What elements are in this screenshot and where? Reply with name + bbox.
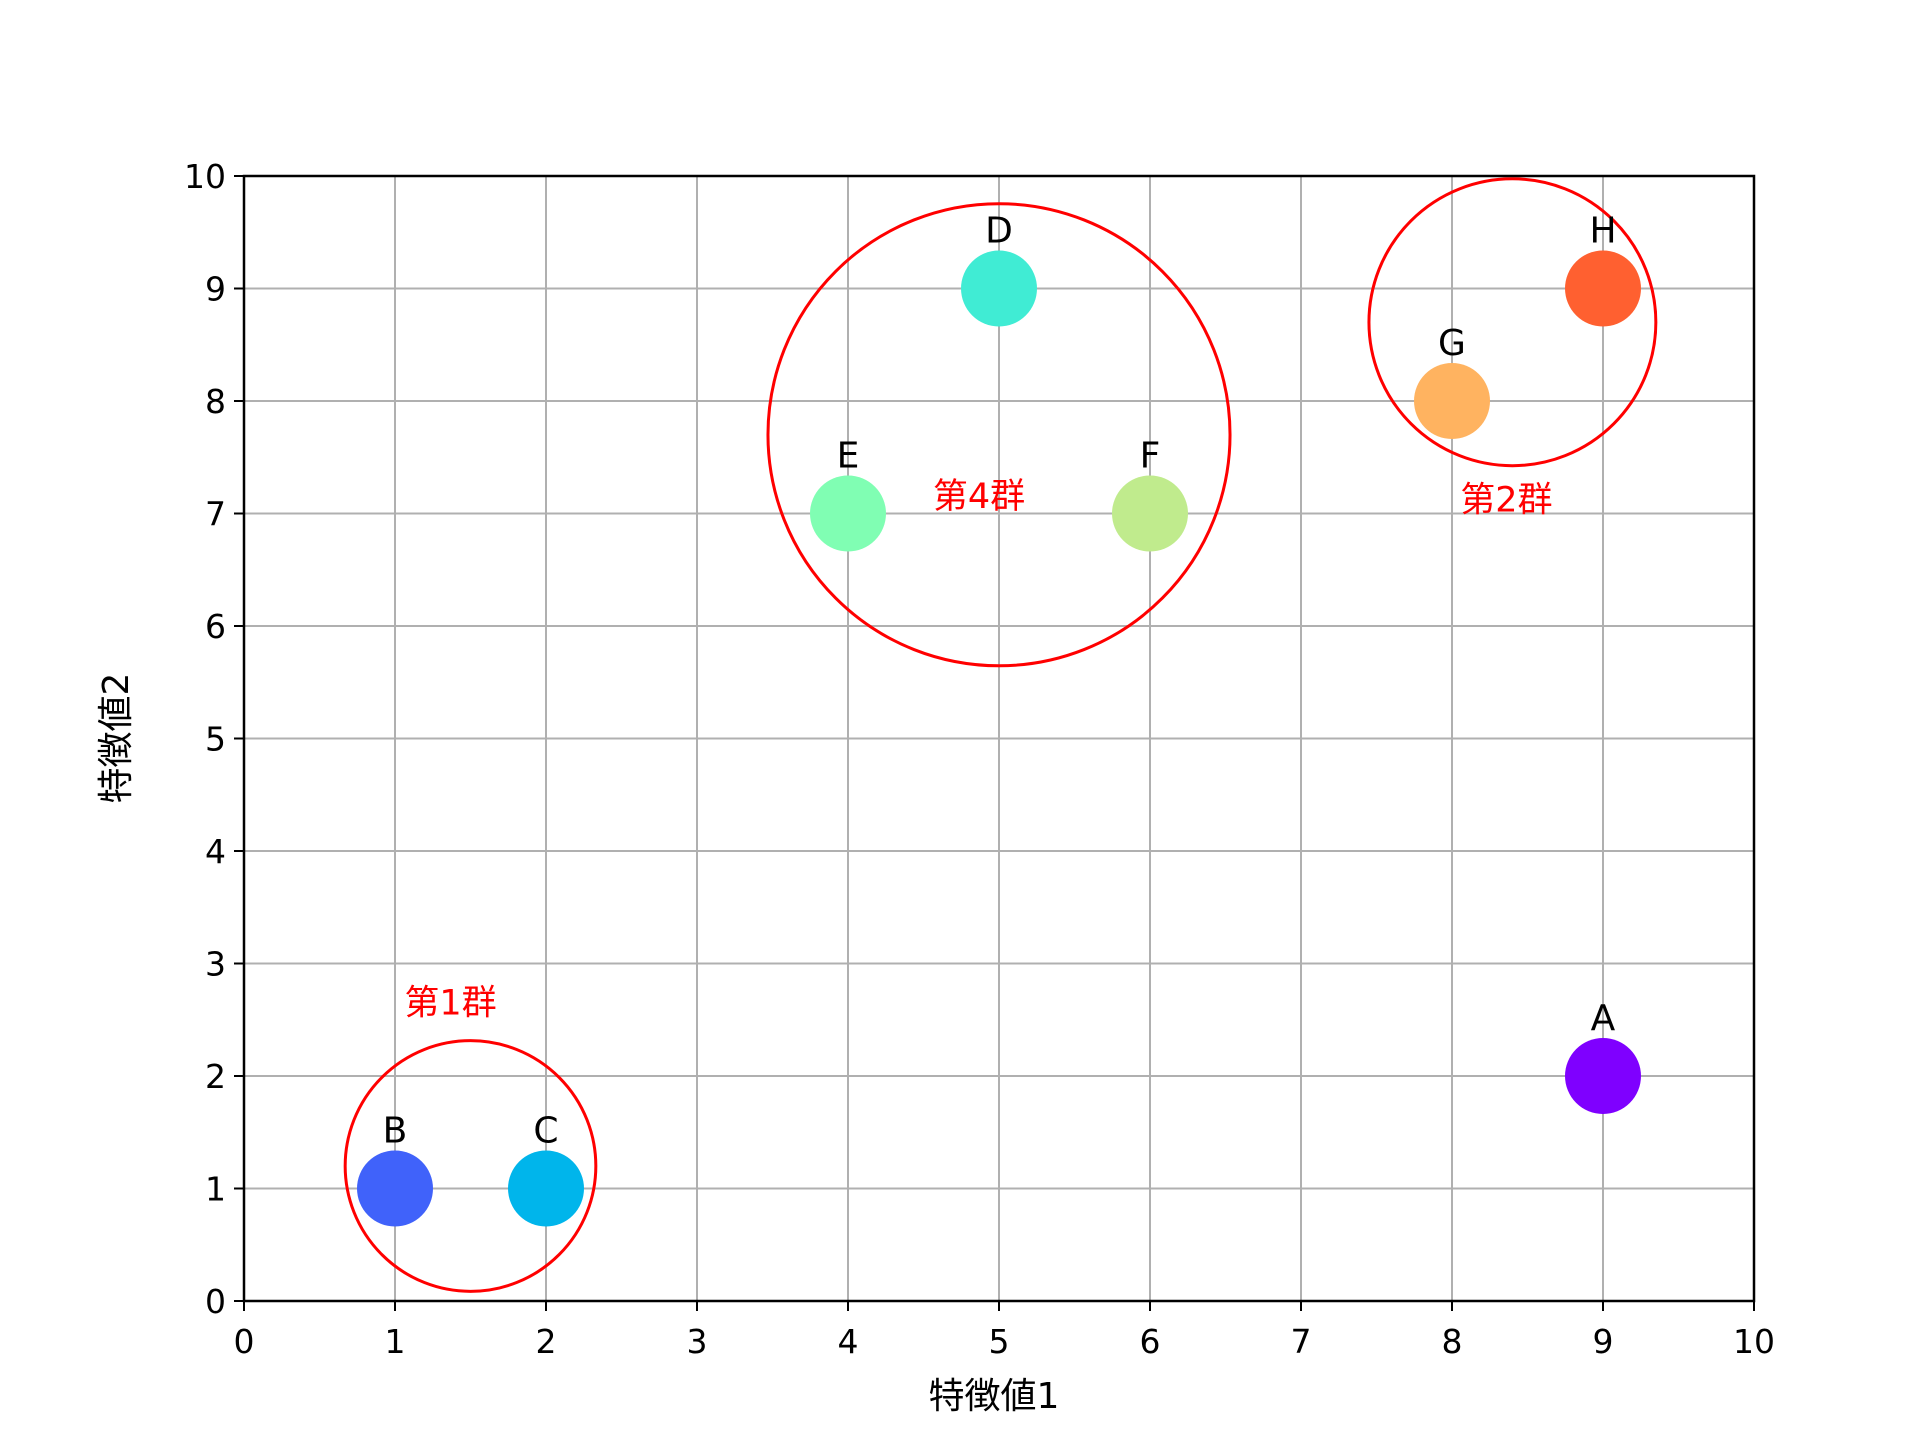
data-point-a bbox=[1565, 1038, 1641, 1114]
data-point-f bbox=[1112, 475, 1188, 552]
x-tick-label: 10 bbox=[1733, 1322, 1775, 1361]
x-tick-label: 2 bbox=[536, 1322, 557, 1361]
x-tick-label: 7 bbox=[1291, 1322, 1312, 1361]
data-point-e bbox=[810, 475, 886, 552]
y-axis-label: 特徴値2 bbox=[96, 673, 137, 804]
y-tick-label: 2 bbox=[205, 1057, 226, 1096]
y-tick-label: 8 bbox=[205, 382, 226, 421]
grid bbox=[243, 175, 1755, 1302]
data-point-c bbox=[508, 1150, 584, 1227]
x-tick-label: 9 bbox=[1593, 1322, 1614, 1361]
point-label-f: F bbox=[1140, 436, 1161, 477]
cluster-circle bbox=[343, 1039, 598, 1293]
cluster-circles: 第1群 第4群 第2群 bbox=[343, 177, 1658, 1293]
x-tick-label: 4 bbox=[838, 1322, 859, 1361]
point-label-g: G bbox=[1438, 323, 1466, 364]
data-points: A B C D E F G H bbox=[357, 211, 1641, 1227]
x-tick-label: 8 bbox=[1442, 1322, 1463, 1361]
data-point-h bbox=[1565, 250, 1641, 327]
point-label-d: D bbox=[985, 211, 1013, 252]
data-point-g bbox=[1414, 363, 1490, 439]
cluster-circle bbox=[1367, 177, 1658, 468]
point-label-e: E bbox=[837, 436, 860, 477]
cluster-label: 第2群 bbox=[1460, 481, 1552, 521]
y-tick-label: 6 bbox=[205, 607, 226, 646]
y-tick-label: 7 bbox=[205, 495, 226, 534]
cluster-label: 第1群 bbox=[404, 984, 496, 1024]
point-label-b: B bbox=[383, 1111, 408, 1152]
data-point-d bbox=[961, 250, 1037, 327]
x-tick-label: 0 bbox=[234, 1322, 255, 1361]
y-tick-label: 3 bbox=[205, 945, 226, 984]
axes: 0 1 2 3 4 5 6 7 8 9 10 0 1 2 3 4 5 6 7 8 9 10 bbox=[184, 157, 1775, 1361]
y-tick-label: 0 bbox=[205, 1282, 226, 1321]
y-tick-label: 1 bbox=[205, 1170, 226, 1209]
x-tick-label: 5 bbox=[989, 1322, 1010, 1361]
point-label-h: H bbox=[1589, 211, 1616, 252]
x-axis-label: 特徴値1 bbox=[929, 1376, 1060, 1417]
y-tick-label: 10 bbox=[184, 157, 226, 196]
y-tick-label: 4 bbox=[205, 832, 226, 871]
x-tick-label: 6 bbox=[1140, 1322, 1161, 1361]
y-tick-label: 5 bbox=[205, 720, 226, 759]
point-label-a: A bbox=[1591, 998, 1616, 1039]
point-label-c: C bbox=[533, 1111, 558, 1152]
cluster-circle bbox=[766, 202, 1232, 668]
data-point-b bbox=[357, 1150, 433, 1227]
cluster-label: 第4群 bbox=[933, 477, 1025, 517]
x-tick-label: 3 bbox=[687, 1322, 708, 1361]
y-tick-label: 9 bbox=[205, 270, 226, 309]
x-tick-label: 1 bbox=[385, 1322, 406, 1361]
